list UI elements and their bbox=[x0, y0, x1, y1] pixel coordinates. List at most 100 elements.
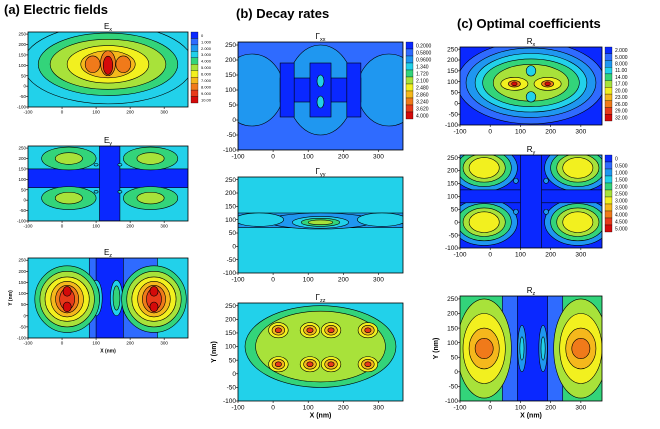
panel-label: Γxx bbox=[316, 32, 326, 43]
y-tick-label: 150 bbox=[18, 52, 26, 57]
legend-label: 5.000 bbox=[615, 226, 628, 232]
contour-band bbox=[99, 146, 121, 221]
legend-label: 1.000 bbox=[201, 39, 212, 44]
y-tick-label: 250 bbox=[18, 32, 26, 37]
y-tick-label: -50 bbox=[19, 208, 26, 213]
contour-ring bbox=[316, 74, 325, 88]
contour-area bbox=[28, 146, 188, 221]
contour-ring bbox=[62, 301, 72, 313]
x-tick-label: 100 bbox=[303, 277, 314, 284]
panel-b-1: Γxx -100 0 100 200 300 -100 -50 0 50 100 150 200 250 0… bbox=[223, 32, 432, 161]
legend-swatch bbox=[405, 41, 414, 50]
contour-ring bbox=[93, 190, 99, 194]
y-tick-label: -50 bbox=[227, 385, 237, 392]
panel-label: Ry bbox=[527, 145, 536, 156]
contour-band bbox=[520, 155, 542, 248]
legend-swatch bbox=[604, 67, 613, 75]
contour-ring bbox=[274, 361, 282, 367]
y-tick-label: 150 bbox=[18, 280, 26, 285]
y-tick-label: 200 bbox=[18, 42, 26, 47]
contour-ring bbox=[102, 55, 114, 75]
legend-swatch bbox=[405, 104, 414, 113]
legend-swatch bbox=[604, 189, 613, 198]
y-tick-label: 150 bbox=[18, 166, 26, 171]
y-tick-label: 100 bbox=[18, 177, 26, 182]
x-tick-label: 300 bbox=[575, 252, 586, 259]
legend-label: 14.00 bbox=[615, 75, 628, 81]
x-tick-label: 100 bbox=[92, 341, 100, 346]
legend-swatch bbox=[405, 48, 414, 57]
column-title-b: (b) Decay rates bbox=[236, 6, 330, 21]
legend-swatch bbox=[190, 64, 199, 71]
legend-swatch bbox=[405, 55, 414, 64]
legend-swatch bbox=[604, 154, 613, 163]
y-tick-label: 50 bbox=[229, 357, 237, 364]
legend-swatch bbox=[604, 60, 613, 68]
y-tick-label: -100 bbox=[17, 105, 27, 110]
contour-ring bbox=[562, 211, 594, 233]
contour-ring bbox=[327, 361, 335, 367]
legend-label: 7.000 bbox=[201, 78, 212, 83]
x-tick-label: -100 bbox=[23, 110, 33, 115]
legend-label: 4.500 bbox=[615, 219, 628, 225]
x-tick-label: 200 bbox=[545, 129, 556, 136]
x-tick-label: 200 bbox=[545, 252, 556, 259]
legend-label: 23.00 bbox=[615, 95, 628, 101]
x-tick-label: 0 bbox=[271, 277, 275, 284]
column-title-a: (a) Electric fields bbox=[4, 2, 109, 17]
x-tick-label: 0 bbox=[61, 110, 64, 115]
legend-label: 0.5800 bbox=[416, 50, 432, 56]
y-tick-label: 150 bbox=[225, 204, 236, 211]
legend-label: 3.000 bbox=[201, 52, 212, 57]
plot-frame bbox=[459, 46, 603, 126]
y-tick-label: -100 bbox=[17, 336, 27, 341]
panel-label: Rx bbox=[527, 37, 536, 48]
legend-label: 2.000 bbox=[201, 46, 212, 51]
plot-frame bbox=[237, 176, 404, 274]
y-tick-label: 100 bbox=[447, 340, 458, 347]
contour-ring bbox=[136, 152, 165, 165]
contour-area bbox=[238, 303, 403, 401]
y-tick-label: 0 bbox=[23, 84, 26, 89]
y-tick-label: 50 bbox=[21, 302, 27, 307]
x-axis-label: X (nm) bbox=[520, 413, 542, 420]
contour-ring bbox=[543, 177, 549, 184]
legend-label: 9.000 bbox=[201, 91, 212, 96]
y-tick-label: 200 bbox=[447, 57, 458, 64]
legend-label: 4.000 bbox=[416, 113, 429, 119]
legend-label: 5.000 bbox=[615, 55, 628, 61]
contour-ring bbox=[54, 191, 83, 205]
y-tick-label: -100 bbox=[445, 122, 458, 129]
contour-ring bbox=[327, 327, 335, 333]
panel-b-2: Γyy -100 0 100 200 300 -100 -50 0 50 100 150 200 250 bbox=[223, 167, 404, 284]
legend-swatch bbox=[405, 69, 414, 78]
y-tick-label: 50 bbox=[229, 230, 237, 237]
legend-label: 11.00 bbox=[615, 68, 627, 74]
legend-swatch bbox=[190, 31, 199, 39]
contour-ring bbox=[307, 219, 334, 226]
panel-label: Ex bbox=[104, 22, 112, 33]
contour-ring bbox=[513, 177, 519, 184]
y-tick-label: 100 bbox=[225, 344, 236, 351]
y-tick-label: 50 bbox=[451, 90, 459, 97]
legend-swatch bbox=[604, 107, 613, 115]
panel-label: Ey bbox=[104, 136, 112, 147]
x-tick-label: 0 bbox=[488, 405, 492, 412]
plot-frame bbox=[237, 41, 404, 151]
legend-label: 1.340 bbox=[416, 64, 429, 70]
y-tick-label: 0 bbox=[23, 198, 26, 203]
legend-label: 2.100 bbox=[416, 78, 429, 84]
legend-label: 0 bbox=[201, 33, 204, 38]
x-tick-label: -100 bbox=[453, 129, 466, 136]
legend-label: 1.500 bbox=[615, 177, 628, 183]
y-tick-label: 250 bbox=[447, 155, 458, 162]
y-tick-label: 200 bbox=[18, 269, 26, 274]
legend-label: 3.500 bbox=[615, 205, 628, 211]
contour-ring bbox=[306, 361, 314, 367]
y-tick-label: -100 bbox=[17, 219, 27, 224]
x-tick-label: 100 bbox=[303, 405, 314, 412]
x-tick-label: -100 bbox=[453, 252, 466, 259]
x-tick-label: 200 bbox=[338, 154, 349, 161]
panel-a-3: Ez -100 0 100 200 300 -100 -50 0 50 100 150 200 250 X … bbox=[8, 248, 189, 355]
legend-label: 0.9600 bbox=[416, 57, 432, 63]
